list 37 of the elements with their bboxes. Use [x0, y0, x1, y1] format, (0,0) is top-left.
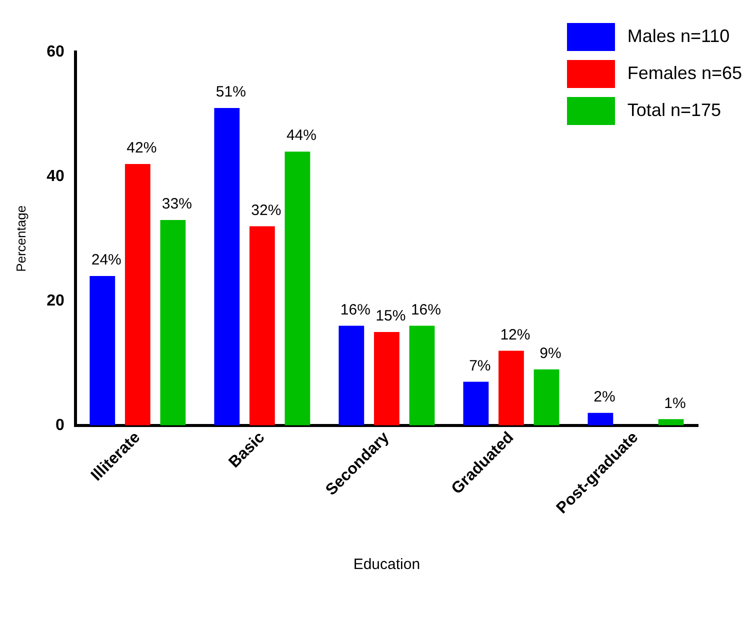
y-axis-title: Percentage [13, 205, 28, 272]
data-label: 16% [340, 301, 370, 318]
data-label: 24% [91, 252, 122, 269]
bar [409, 326, 435, 426]
data-label: 2% [594, 388, 616, 406]
data-label: 15% [376, 308, 406, 325]
bar [658, 419, 684, 426]
data-label: 32% [251, 202, 282, 219]
bar [90, 276, 116, 426]
data-label: 33% [162, 196, 192, 213]
bar [160, 220, 186, 426]
data-label: 9% [540, 344, 562, 362]
legend-label: Males n=110 [627, 26, 730, 47]
bar [338, 326, 364, 426]
data-label: 16% [410, 301, 441, 318]
x-axis-title: Education [353, 556, 420, 574]
y-tick-label: 20 [46, 292, 64, 310]
legend-label: Females n=65 [627, 63, 742, 84]
legend-label: Total n=175 [627, 100, 721, 121]
bar [214, 108, 240, 426]
y-tick-label: 40 [46, 168, 64, 185]
bar [249, 226, 275, 426]
bar [498, 350, 524, 426]
data-label: 51% [216, 84, 246, 101]
data-label: 44% [286, 127, 316, 144]
bar [374, 332, 400, 426]
bar [124, 164, 150, 426]
bar [534, 369, 560, 426]
data-label: 42% [126, 140, 157, 157]
y-tick-label: 60 [46, 43, 64, 60]
data-label: 12% [500, 326, 530, 344]
data-label: 7% [469, 357, 491, 374]
bar [588, 412, 614, 426]
bar [284, 152, 310, 426]
bar [463, 382, 489, 426]
y-tick-label: 0 [55, 416, 64, 434]
data-label: 1% [664, 394, 686, 412]
